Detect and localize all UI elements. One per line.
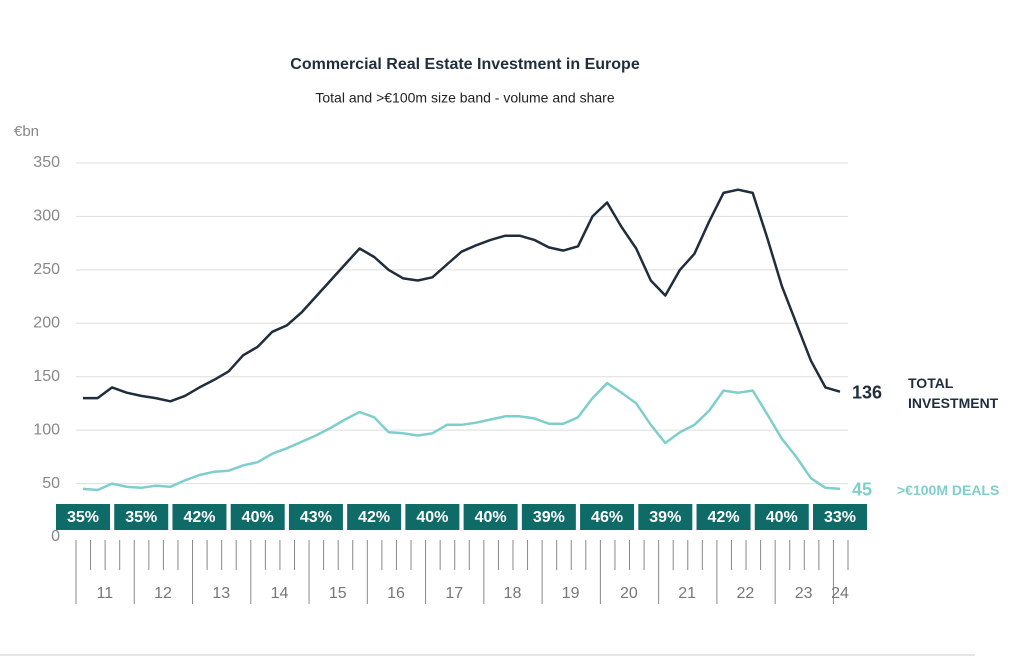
y-tick-label: 0	[51, 528, 60, 545]
x-tick-label: 12	[154, 585, 172, 602]
share-box	[114, 504, 169, 530]
series-line	[82, 381, 841, 492]
share-box	[696, 504, 751, 530]
share-label: 35%	[67, 509, 99, 526]
share-label: 40%	[416, 509, 448, 526]
x-tick-label: 24	[831, 585, 849, 602]
share-label: 33%	[824, 509, 856, 526]
x-tick-label: 16	[387, 585, 405, 602]
x-tick-label: 23	[795, 585, 813, 602]
x-tick-label: 18	[504, 585, 522, 602]
x-tick-label: 14	[271, 585, 289, 602]
share-box	[56, 504, 110, 530]
x-tick-label: 19	[562, 585, 580, 602]
series-line	[83, 188, 841, 403]
y-tick-label: 150	[33, 368, 60, 385]
x-tick-label: 20	[620, 585, 638, 602]
y-tick-label: 200	[33, 315, 60, 332]
share-label: 40%	[242, 509, 274, 526]
share-label: 42%	[358, 509, 390, 526]
chart-subtitle: Total and >€100m size band - volume and …	[315, 90, 614, 106]
share-label: 40%	[766, 509, 798, 526]
share-box	[813, 504, 867, 530]
y-tick-label: 100	[33, 421, 60, 438]
share-label: 46%	[591, 509, 623, 526]
share-box	[172, 504, 227, 530]
y-tick-label: 50	[42, 475, 60, 492]
x-tick-label: 13	[212, 585, 230, 602]
y-tick-label: 250	[33, 261, 60, 278]
share-box	[405, 504, 460, 530]
share-label: 43%	[300, 509, 332, 526]
x-tick-label: 22	[736, 585, 754, 602]
share-label: 39%	[649, 509, 681, 526]
share-label: 39%	[533, 509, 565, 526]
share-label: 40%	[475, 509, 507, 526]
share-label: 42%	[708, 509, 740, 526]
share-box	[521, 504, 576, 530]
x-tick-label: 15	[329, 585, 347, 602]
share-box	[288, 504, 343, 530]
end-value-label: 136	[852, 382, 882, 402]
share-box	[754, 504, 809, 530]
series-name: >€100M DEALS	[897, 482, 1000, 498]
x-tick-label: 17	[445, 585, 463, 602]
share-box	[463, 504, 518, 530]
x-tick-label: 11	[97, 585, 114, 602]
x-tick-label: 21	[678, 585, 696, 602]
share-box	[580, 504, 635, 530]
series-name: TOTAL INVESTMENT	[908, 375, 999, 411]
y-tick-label: 350	[33, 154, 60, 171]
share-label: 42%	[183, 509, 215, 526]
share-box	[638, 504, 693, 530]
share-label: 35%	[125, 509, 157, 526]
share-box	[347, 504, 402, 530]
end-value-label: 45	[852, 480, 872, 500]
y-tick-label: 300	[33, 208, 60, 225]
chart-title: Commercial Real Estate Investment in Eur…	[290, 56, 640, 73]
y-axis-label: €bn	[14, 123, 39, 140]
share-box	[230, 504, 285, 530]
